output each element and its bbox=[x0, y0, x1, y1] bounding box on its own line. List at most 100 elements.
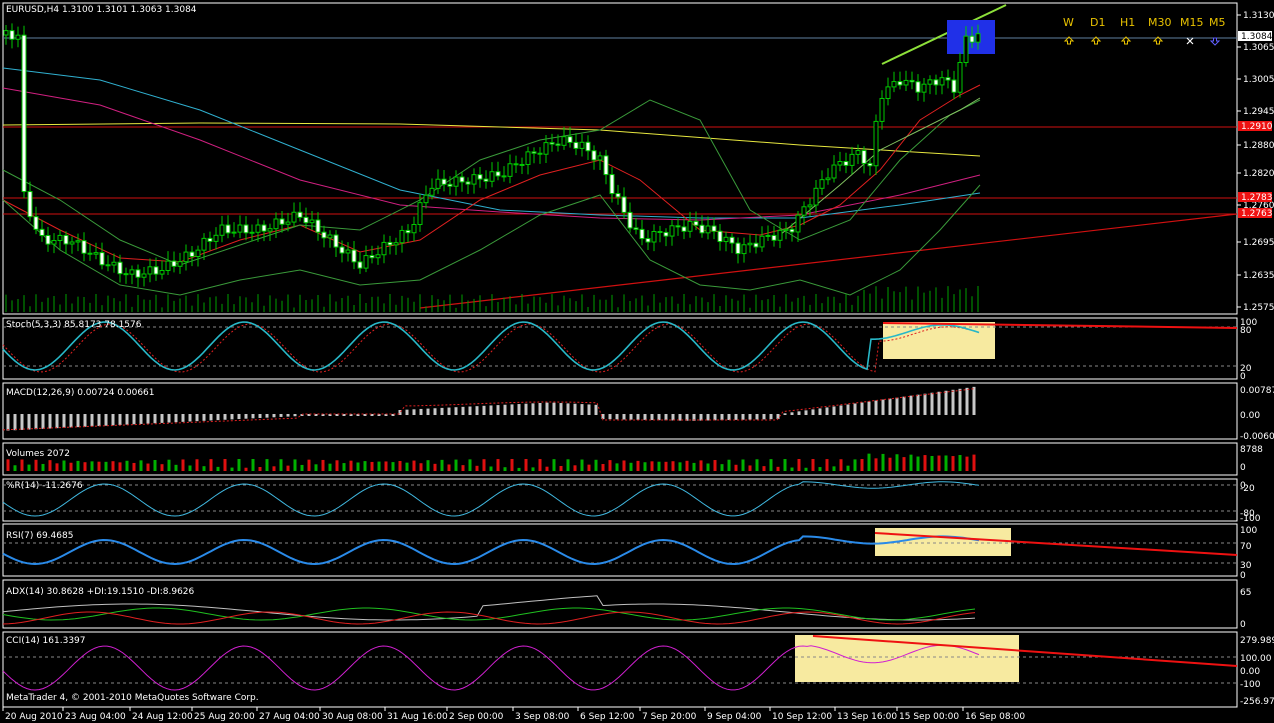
time-tick-label: 15 Sep 00:00 bbox=[899, 712, 959, 722]
timeframe-button-d1[interactable]: D1 bbox=[1090, 16, 1105, 45]
stoch-axis-label: 100 bbox=[1240, 318, 1257, 328]
volume-bar bbox=[48, 460, 52, 471]
candle-body bbox=[651, 231, 657, 243]
macd-histogram-bar bbox=[734, 414, 738, 420]
candle-body bbox=[417, 202, 423, 225]
stoch-divergence-line[interactable] bbox=[882, 322, 1238, 329]
macd-histogram-bar bbox=[713, 414, 717, 421]
macd-panel[interactable]: MACD(12,26,9) 0.00724 0.00661 bbox=[2, 386, 976, 431]
macd-histogram-bar bbox=[188, 414, 192, 422]
cci-panel[interactable]: CCI(14) 161.3397 MetaTrader 4, © 2001-20… bbox=[2, 635, 1238, 703]
macd-histogram-bar bbox=[608, 414, 612, 420]
candle-body bbox=[237, 224, 243, 233]
timeframe-button-m15[interactable]: M15 bbox=[1180, 16, 1204, 45]
cci-divergence-line[interactable] bbox=[812, 635, 1238, 667]
candle-body bbox=[63, 234, 69, 245]
volume-bar bbox=[496, 459, 500, 471]
timeframe-button-m30[interactable]: M30 bbox=[1148, 16, 1172, 45]
timeframe-button-m5[interactable]: M5 bbox=[1209, 16, 1226, 46]
candle-body bbox=[45, 234, 51, 245]
volume-bar bbox=[951, 456, 955, 471]
mixed-arrow-icon bbox=[1186, 37, 1194, 45]
price-tag bbox=[1238, 31, 1272, 41]
candle-body bbox=[165, 260, 171, 271]
candle-body bbox=[441, 178, 447, 185]
candle-body bbox=[519, 163, 525, 166]
macd-histogram-bar bbox=[594, 404, 598, 415]
cci-axis-label: -256.974 bbox=[1240, 697, 1274, 707]
highlight-box-stoch[interactable] bbox=[883, 322, 995, 359]
candle-body bbox=[531, 151, 537, 154]
adx-panel[interactable]: ADX(14) 30.8628 +DI:19.1510 -DI:8.9626 bbox=[2, 587, 976, 625]
volume-bar bbox=[272, 466, 276, 471]
volume-bar bbox=[685, 460, 689, 471]
volume-bar bbox=[636, 460, 640, 471]
volume-bar bbox=[699, 460, 703, 471]
stoch-signal-line bbox=[2, 323, 980, 373]
volume-bar bbox=[916, 456, 920, 471]
candle-body bbox=[759, 235, 765, 248]
price-tag-label: 1.3084 bbox=[1241, 32, 1273, 42]
volume-bar bbox=[776, 466, 780, 471]
macd-histogram-bar bbox=[454, 407, 458, 415]
macd-histogram-bar bbox=[90, 414, 94, 427]
price-tick-label: 1.2575 bbox=[1243, 303, 1274, 313]
candle-body bbox=[129, 269, 135, 275]
volume-bar bbox=[223, 459, 227, 471]
up-arrow-icon bbox=[1120, 36, 1132, 45]
volume-bar bbox=[790, 467, 794, 471]
rsi-axis-label: 30 bbox=[1240, 561, 1252, 571]
channel-trendline[interactable] bbox=[881, 4, 1007, 65]
rising-trendline[interactable] bbox=[419, 213, 1238, 309]
candle-body bbox=[711, 225, 717, 232]
volume-bar bbox=[111, 461, 115, 471]
timeframe-button-h1[interactable]: H1 bbox=[1120, 16, 1135, 45]
macd-histogram-bar bbox=[797, 411, 801, 415]
volume-bar bbox=[566, 459, 570, 471]
adx-line bbox=[2, 595, 976, 621]
candle-body bbox=[675, 225, 681, 228]
volume-bar bbox=[524, 459, 528, 471]
stochastic-panel[interactable]: Stoch(5,3,3) 85.8173 78.1576 bbox=[2, 320, 1238, 373]
timeframe-bar[interactable]: W D1 H1 M30 M15 M5 bbox=[1063, 16, 1226, 46]
time-tick-label: 30 Aug 08:00 bbox=[322, 712, 383, 722]
macd-histogram-bar bbox=[846, 404, 850, 415]
cci-axis-label: 0.00 bbox=[1240, 667, 1260, 677]
price-axis: 1.3130 1.3065 1.3005 1.2945 1.2880 1.2820 1.27… bbox=[1237, 11, 1274, 313]
candle-body bbox=[477, 174, 483, 180]
candle-body bbox=[117, 261, 123, 275]
bollinger-mid bbox=[779, 97, 981, 236]
volume-bar bbox=[174, 464, 178, 471]
rsi-divergence-line[interactable] bbox=[874, 532, 1238, 556]
macd-histogram-bar bbox=[580, 404, 584, 415]
timeframe-button-w[interactable]: W bbox=[1063, 16, 1075, 45]
candle-body bbox=[771, 234, 777, 241]
macd-histogram-bar bbox=[202, 414, 206, 421]
rsi-panel[interactable]: RSI(7) 69.4685 bbox=[2, 528, 1238, 566]
candle-body bbox=[267, 228, 273, 232]
macd-histogram-bar bbox=[391, 414, 395, 416]
macd-histogram-bar bbox=[34, 414, 38, 430]
macd-histogram-bar bbox=[804, 410, 808, 415]
macd-histogram-bar bbox=[349, 414, 353, 416]
macd-histogram-bar bbox=[510, 404, 514, 415]
candle-body bbox=[909, 79, 915, 83]
price-tick-label: 1.3005 bbox=[1243, 75, 1274, 85]
macd-histogram-bar bbox=[622, 414, 626, 420]
main-price-panel[interactable]: EURUSD,H4 1.3100 1.3101 1.3063 1.3084 W D… bbox=[2, 4, 1274, 313]
williams-r-panel[interactable]: %R(14) -11.2676 bbox=[2, 481, 1237, 517]
macd-histogram-bar bbox=[531, 403, 535, 415]
volume-bar bbox=[83, 462, 87, 471]
indicator-axes: 100802000.007870.00-0.00605878800-20-80-… bbox=[1240, 318, 1274, 707]
candle-body bbox=[327, 234, 333, 239]
volumes-panel[interactable]: Volumes 2072 bbox=[6, 449, 976, 471]
macd-histogram-bar bbox=[545, 402, 549, 415]
volume-bar bbox=[412, 460, 416, 471]
volume-bar bbox=[531, 467, 535, 471]
macd-histogram-bar bbox=[755, 414, 759, 420]
panel-frame bbox=[2, 2, 1238, 315]
macd-histogram-bar bbox=[342, 414, 346, 416]
candle-body bbox=[51, 240, 57, 245]
wpr-line bbox=[2, 481, 980, 517]
